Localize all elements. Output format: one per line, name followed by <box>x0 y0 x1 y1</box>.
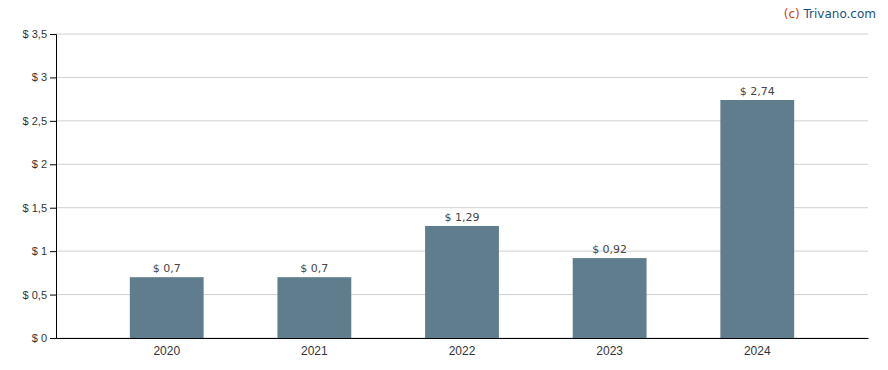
y-tick-mark <box>50 251 56 252</box>
y-axis: $ 0 $ 0,5 $ 1 $ 1,5 $ 2 $ 2,5 $ 3 $ 3,5 <box>23 28 57 344</box>
x-tick: 2023 <box>596 344 623 358</box>
y-tick-mark <box>50 208 56 209</box>
y-axis-line <box>50 35 57 339</box>
y-tick-label: $ 0,5 <box>23 289 47 301</box>
x-tick-label: 2023 <box>596 344 623 358</box>
y-tick-label: $ 3 <box>32 71 47 83</box>
y-tick-label: $ 3,5 <box>23 28 47 40</box>
y-tick-label: $ 2,5 <box>23 115 47 127</box>
bar <box>130 277 204 338</box>
bars <box>130 100 794 338</box>
x-tick-label: 2021 <box>301 344 328 358</box>
x-axis: 2020 2021 2022 2023 2024 <box>57 339 869 358</box>
grid-line <box>56 34 868 35</box>
x-tick: 2024 <box>744 344 771 358</box>
y-tick-mark <box>50 34 56 35</box>
y-tick-mark <box>50 338 56 339</box>
x-axis-line <box>57 338 869 339</box>
y-tick-mark <box>50 164 56 165</box>
y-tick-label: $ 1,5 <box>23 202 47 214</box>
x-tick: 2022 <box>449 344 476 358</box>
bar <box>277 277 351 338</box>
watermark: (c) Trivano.com <box>784 7 876 21</box>
x-tick-label: 2024 <box>744 344 771 358</box>
chart-svg: $ 0 $ 0,5 $ 1 $ 1,5 $ 2 $ 2,5 $ 3 $ 3,5 2020 2021… <box>0 0 888 370</box>
y-tick: $ 2,5 <box>23 115 56 127</box>
grid-line <box>56 77 868 78</box>
y-tick: $ 2 <box>32 158 56 170</box>
y-tick: $ 0,5 <box>23 289 56 301</box>
y-tick-mark <box>50 77 56 78</box>
bar <box>720 100 794 338</box>
x-tick: 2020 <box>153 344 180 358</box>
watermark-part: (c) <box>784 7 804 21</box>
bar <box>425 226 499 338</box>
data-label: $ 0,7 <box>153 262 181 275</box>
data-labels: $ 0,7 $ 0,7 $ 1,29 $ 0,92 $ 2,74 <box>153 85 775 275</box>
plot-area: $ 0 $ 0,5 $ 1 $ 1,5 $ 2 $ 2,5 $ 3 $ 3,5 2020 2021… <box>23 28 869 358</box>
y-tick-label: $ 0 <box>32 332 47 344</box>
y-tick-mark <box>50 295 56 296</box>
x-tick-label: 2020 <box>153 344 180 358</box>
bar <box>573 258 647 338</box>
grid <box>56 34 868 338</box>
data-label: $ 2,74 <box>740 85 775 98</box>
y-tick: $ 0 <box>32 332 56 344</box>
y-tick-label: $ 2 <box>32 158 47 170</box>
x-tick-label: 2022 <box>449 344 476 358</box>
y-tick: $ 3 <box>32 71 56 83</box>
y-tick-label: $ 1 <box>32 245 47 257</box>
y-tick-mark <box>50 121 56 122</box>
background <box>0 0 888 370</box>
data-label: $ 0,92 <box>592 243 627 256</box>
y-tick: $ 1 <box>32 245 56 257</box>
x-tick: 2021 <box>301 344 328 358</box>
data-label: $ 0,7 <box>300 262 328 275</box>
data-label: $ 1,29 <box>445 211 480 224</box>
y-tick: $ 3,5 <box>23 28 56 40</box>
y-tick: $ 1,5 <box>23 202 56 214</box>
watermark-part: Trivano.com <box>803 7 876 21</box>
